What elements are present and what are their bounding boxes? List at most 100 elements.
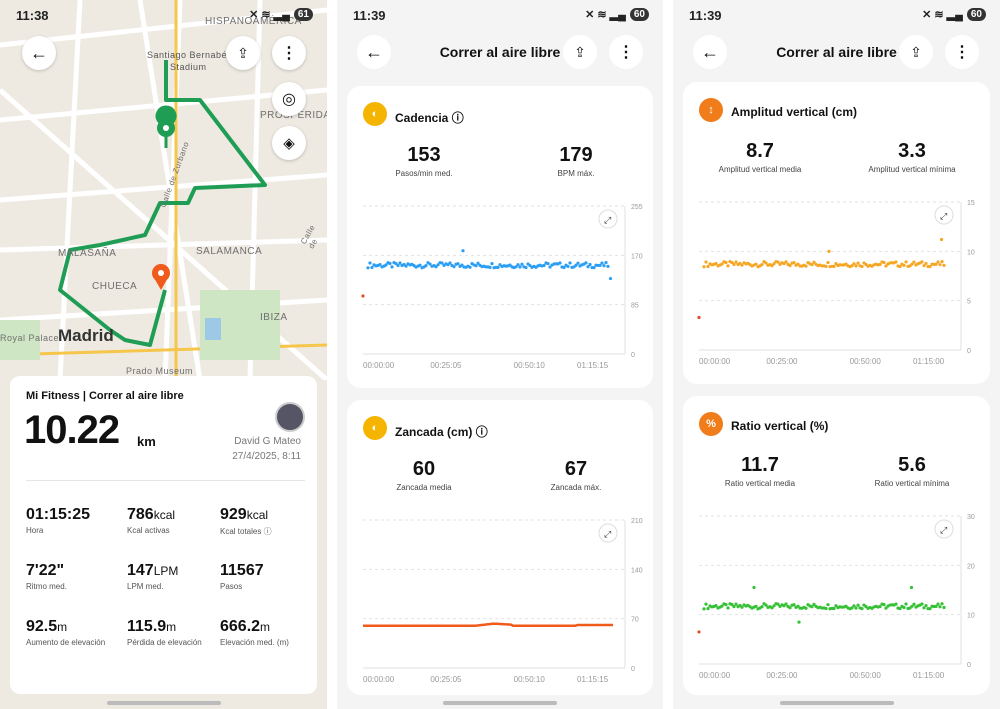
data-point-outlier: [909, 585, 914, 590]
workout-summary-card: Mi Fitness | Correr al aire libre 10.22 …: [10, 376, 317, 694]
x-tick-label: 01:15:15: [577, 675, 609, 684]
data-point: [878, 604, 882, 609]
layers-icon: ◈: [283, 135, 295, 152]
back-button[interactable]: ←: [357, 35, 391, 69]
data-point: [898, 264, 902, 269]
x-tick-label: 01:15:00: [913, 671, 945, 680]
data-point: [924, 261, 928, 266]
back-button[interactable]: ←: [22, 36, 56, 70]
home-indicator[interactable]: [106, 701, 221, 705]
share-button[interactable]: ⇪: [899, 35, 933, 69]
layers-button[interactable]: ◈: [272, 126, 306, 160]
data-point: [604, 261, 608, 265]
back-button[interactable]: ←: [693, 35, 727, 69]
more-vertical-icon: ⋮: [954, 44, 970, 61]
data-point: [902, 605, 906, 610]
more-button[interactable]: ⋮: [945, 35, 979, 69]
vertical-amplitude-chart[interactable]: 15 10 5 0 00:00:00 00:25:00 00:50:00 01:15:00 ⤢: [697, 194, 981, 374]
data-point: [706, 264, 710, 269]
data-point: [558, 261, 562, 265]
data-point: [910, 262, 914, 266]
data-point: [804, 264, 808, 268]
locate-button[interactable]: ◎: [272, 82, 306, 116]
avatar[interactable]: [275, 402, 305, 432]
route-map[interactable]: [0, 0, 327, 380]
more-button[interactable]: ⋮: [272, 36, 306, 70]
vertical-ratio-card: % Ratio vertical (%) 11.7 Ratio vertical …: [683, 396, 990, 695]
signal-icon: ✕ ≋ ▂▄: [249, 9, 290, 21]
data-point: [920, 260, 924, 264]
map-label: CHUECA: [92, 281, 138, 292]
y-tick-label: 210: [631, 518, 643, 525]
share-button[interactable]: ⇪: [226, 36, 260, 70]
y-tick-label: 170: [631, 253, 643, 260]
data-point: [370, 265, 374, 270]
more-button[interactable]: ⋮: [609, 35, 643, 69]
map-city-label: Madrid: [58, 326, 114, 345]
status-icons: ✕ ≋ ▂▄ 61: [249, 8, 313, 21]
vertical-amplitude-card: ↕ Amplitud vertical (cm) 8.7 Amplitud ver…: [683, 82, 990, 384]
data-point: [792, 603, 796, 607]
stat-avg: 60 Zancada media: [396, 458, 452, 492]
y-tick-label: 140: [631, 567, 643, 574]
data-point: [832, 264, 836, 268]
x-tick-label: 01:15:15: [577, 361, 609, 370]
metric-heart-rate: 147LPM LPM med.: [127, 562, 179, 591]
user-name: David G Mateo: [234, 436, 301, 447]
y-tick-label: 0: [967, 348, 971, 355]
home-indicator[interactable]: [443, 701, 557, 705]
x-tick-label: 00:25:05: [430, 675, 462, 684]
data-point: [910, 604, 914, 608]
metric-avg-elevation: 666.2m Elevación med. (m): [220, 618, 289, 647]
metric-duration: 01:15:25 Hora: [26, 506, 91, 535]
map-label: SALAMANCA: [196, 246, 263, 257]
metric-total-kcal[interactable]: 929kcal Kcal totales ⓘ: [220, 506, 272, 536]
map-label: Santiago Bernabéu: [147, 50, 233, 60]
status-time: 11:39: [689, 8, 722, 23]
data-point: [474, 264, 478, 268]
data-point: [784, 260, 788, 264]
distance-value: 10.22: [24, 408, 120, 452]
share-button[interactable]: ⇪: [563, 35, 597, 69]
data-point-outlier: [827, 249, 831, 253]
data-point: [788, 264, 792, 268]
data-point: [428, 262, 432, 266]
metric-steps: 11567 Pasos: [220, 562, 264, 591]
data-point: [824, 264, 828, 268]
data-point: [850, 606, 854, 610]
data-point: [714, 604, 718, 608]
x-tick-label: 00:00:00: [363, 675, 395, 684]
expand-glyph: ⤢: [939, 211, 947, 221]
vertical-ratio-chart[interactable]: 30 20 10 0 00:00:00 00:25:00 00:50:00 01:15:00 ⤢: [697, 508, 981, 688]
data-point: [754, 604, 758, 608]
data-point: [928, 264, 932, 269]
data-point: [940, 259, 944, 264]
data-point: [922, 606, 926, 610]
data-point: [436, 263, 440, 267]
map-label: PROSPERIDAD: [260, 110, 327, 121]
data-point: [796, 604, 800, 608]
workout-title: Mi Fitness | Correr al aire libre: [26, 390, 184, 402]
x-tick-label: 00:25:00: [766, 671, 798, 680]
data-point-outlier: [697, 630, 701, 634]
data-point: [452, 265, 456, 269]
stride-chart[interactable]: 210 140 70 0 00:00:00 00:25:05 00:50:10 01:15:1…: [361, 512, 645, 692]
data-point: [388, 261, 392, 266]
data-point-outlier: [939, 237, 944, 242]
page-title: Correr al aire libre: [439, 44, 561, 60]
data-point: [424, 264, 428, 268]
y-tick-label: 10: [967, 613, 975, 620]
data-point: [938, 263, 942, 267]
cadence-chart[interactable]: 255 170 85 0 00:00:00 00:25:05 00:50:10 01:15:1…: [361, 198, 645, 378]
status-icons: ✕ ≋ ▂▄ 60: [585, 8, 649, 21]
home-indicator[interactable]: [779, 701, 894, 705]
map-label: Royal Palace: [0, 333, 60, 343]
data-point: [740, 263, 744, 267]
data-point: [878, 262, 882, 267]
y-tick-label: 255: [631, 204, 643, 211]
y-tick-label: 0: [967, 662, 971, 669]
data-point: [548, 265, 552, 269]
data-point: [942, 263, 946, 267]
vertical-wave-icon: ↕: [699, 98, 723, 122]
data-point: [724, 260, 728, 265]
